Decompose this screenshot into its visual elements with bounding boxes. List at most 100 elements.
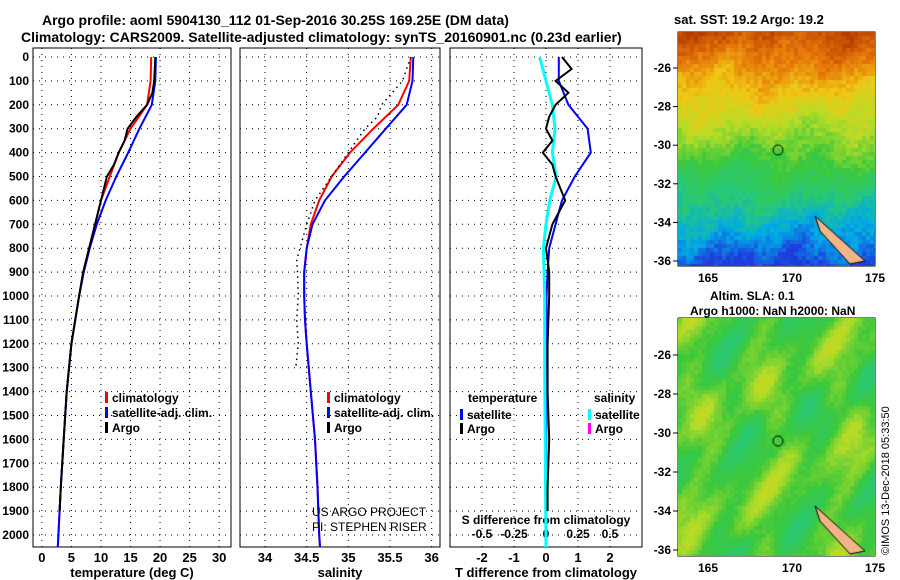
legend-title-temperature: temperature xyxy=(468,391,538,405)
y-tick-label: 900 xyxy=(9,265,29,279)
sst-map-lat-label: -28 xyxy=(654,100,672,114)
y-tick-label: 1200 xyxy=(2,337,29,351)
sst-map-lat-label: -32 xyxy=(654,177,672,191)
legend-swatch xyxy=(588,409,591,420)
x-tick-label: 0 xyxy=(542,550,549,565)
legend-swatch xyxy=(460,423,463,434)
y-tick-label: 1600 xyxy=(2,432,29,446)
legend-swatch xyxy=(327,407,330,418)
y-tick-label: 1100 xyxy=(3,313,29,327)
x-tick-label: 1 xyxy=(574,550,581,565)
legend-swatch xyxy=(105,422,108,433)
y-tick-label: 2000 xyxy=(2,528,29,542)
sst-map-title: sat. SST: 19.2 Argo: 19.2 xyxy=(674,12,824,27)
y-tick-label: 500 xyxy=(9,170,29,184)
credit-pi: PI: STEPHEN RISER xyxy=(312,520,427,534)
sst-map-lat-label: -30 xyxy=(654,138,672,152)
y-tick-label: 300 xyxy=(9,122,29,136)
s-tick-label: -0.25 xyxy=(500,527,528,541)
x-tick-label: 35 xyxy=(341,550,355,565)
x-tick-label: 35.5 xyxy=(377,550,402,565)
sla-map-lat-label: -32 xyxy=(654,465,672,479)
x-tick-label: 34.5 xyxy=(294,550,319,565)
legend-label: satellite-adj. clim. xyxy=(112,406,212,420)
sla-map-lon-label: 175 xyxy=(865,561,885,575)
sst-map xyxy=(678,32,875,266)
y-tick-label: 1500 xyxy=(2,409,29,423)
legend-label: climatology xyxy=(112,391,179,405)
sla-map-lat-label: -26 xyxy=(654,348,672,362)
y-tick-label: 1000 xyxy=(2,289,29,303)
sla-map-title: Altim. SLA: 0.1 xyxy=(710,289,795,303)
s-tick-label: -0.5 xyxy=(472,527,493,541)
sla-map-lon-label: 165 xyxy=(698,561,718,575)
legend-swatch xyxy=(105,407,108,418)
legend-label: satellite xyxy=(467,408,512,422)
x-tick-label: 30 xyxy=(212,550,226,565)
legend-label: Argo xyxy=(595,422,623,436)
y-tick-label: 1800 xyxy=(2,480,29,494)
y-tick-label: 100 xyxy=(9,74,29,88)
x-tick-label: 0 xyxy=(38,550,45,565)
sla-map-lat-label: -36 xyxy=(654,543,672,557)
legend-title-salinity: salinity xyxy=(594,391,636,405)
credit-project: US ARGO PROJECT xyxy=(312,505,426,519)
x-tick-label: 5 xyxy=(68,550,75,565)
legend-label: satellite xyxy=(595,408,640,422)
x-tick-label: 20 xyxy=(153,550,167,565)
imos-timestamp: ©IMOS 13-Dec-2018 05:33:50 xyxy=(880,406,892,555)
y-tick-label: 400 xyxy=(9,146,29,160)
sla-map-lat-label: -28 xyxy=(654,387,672,401)
legend-swatch xyxy=(327,392,330,403)
y-tick-label: 1900 xyxy=(2,504,29,518)
sst-map-lat-label: -34 xyxy=(654,215,672,229)
y-tick-label: 800 xyxy=(9,241,29,255)
x-tick-label: 34 xyxy=(258,550,273,565)
s-tick-label: 0.25 xyxy=(566,527,590,541)
x-tick-label: 10 xyxy=(94,550,108,565)
sst-map-lat-label: -26 xyxy=(654,61,672,75)
legend-label: Argo xyxy=(112,421,140,435)
y-tick-label: 1400 xyxy=(2,385,29,399)
legend-swatch xyxy=(588,423,591,434)
sla-map-lat-label: -30 xyxy=(654,426,672,440)
legend-label: Argo xyxy=(467,422,495,436)
sst-map-lon-label: 170 xyxy=(782,271,802,285)
y-tick-label: 700 xyxy=(9,217,29,231)
sla-map-lat-label: -34 xyxy=(654,504,672,518)
sla-map-subtitle: Argo h1000: NaN h2000: NaN xyxy=(690,304,855,318)
sst-map-lat-label: -36 xyxy=(654,254,672,268)
argo-profile-figure: Argo profile: aoml 5904130_112 01-Sep-20… xyxy=(0,0,900,580)
legend-label: Argo xyxy=(334,421,362,435)
x-tick-label: 36 xyxy=(424,550,438,565)
x-axis-label: temperature (deg C) xyxy=(70,565,194,580)
sla-map xyxy=(678,318,875,556)
series-line-satellite-adj-clim- xyxy=(58,57,156,547)
s-tick-label: 0.5 xyxy=(602,527,619,541)
x-tick-label: -1 xyxy=(508,550,520,565)
x-axis-label: salinity xyxy=(318,565,364,580)
sst-map-lon-label: 175 xyxy=(865,271,885,285)
legend-swatch xyxy=(105,392,108,403)
legend-label: satellite-adj. clim. xyxy=(334,406,434,420)
series-line-climatology xyxy=(304,57,411,547)
axes-box xyxy=(240,48,440,547)
legend-swatch xyxy=(460,409,463,420)
y-tick-label: 1700 xyxy=(2,456,29,470)
legend-swatch xyxy=(327,422,330,433)
series-line-t-satellite xyxy=(546,57,591,547)
y-tick-label: 1300 xyxy=(2,361,29,375)
y-tick-label: 200 xyxy=(9,98,29,112)
x-tick-label: 2 xyxy=(606,550,613,565)
y-tick-label: 0 xyxy=(22,50,29,64)
sla-map-lon-label: 170 xyxy=(782,561,802,575)
x-axis-label: T difference from climatology xyxy=(455,565,638,580)
sst-map-lon-label: 165 xyxy=(698,271,718,285)
series-line-satellite-adj-clim- xyxy=(304,57,413,547)
x-tick-label: 25 xyxy=(182,550,196,565)
series-line-climatology xyxy=(58,57,151,547)
x-tick-label: 15 xyxy=(123,550,137,565)
x-tick-label: -2 xyxy=(476,550,488,565)
series-line-argo xyxy=(296,57,411,368)
y-tick-label: 600 xyxy=(9,193,29,207)
